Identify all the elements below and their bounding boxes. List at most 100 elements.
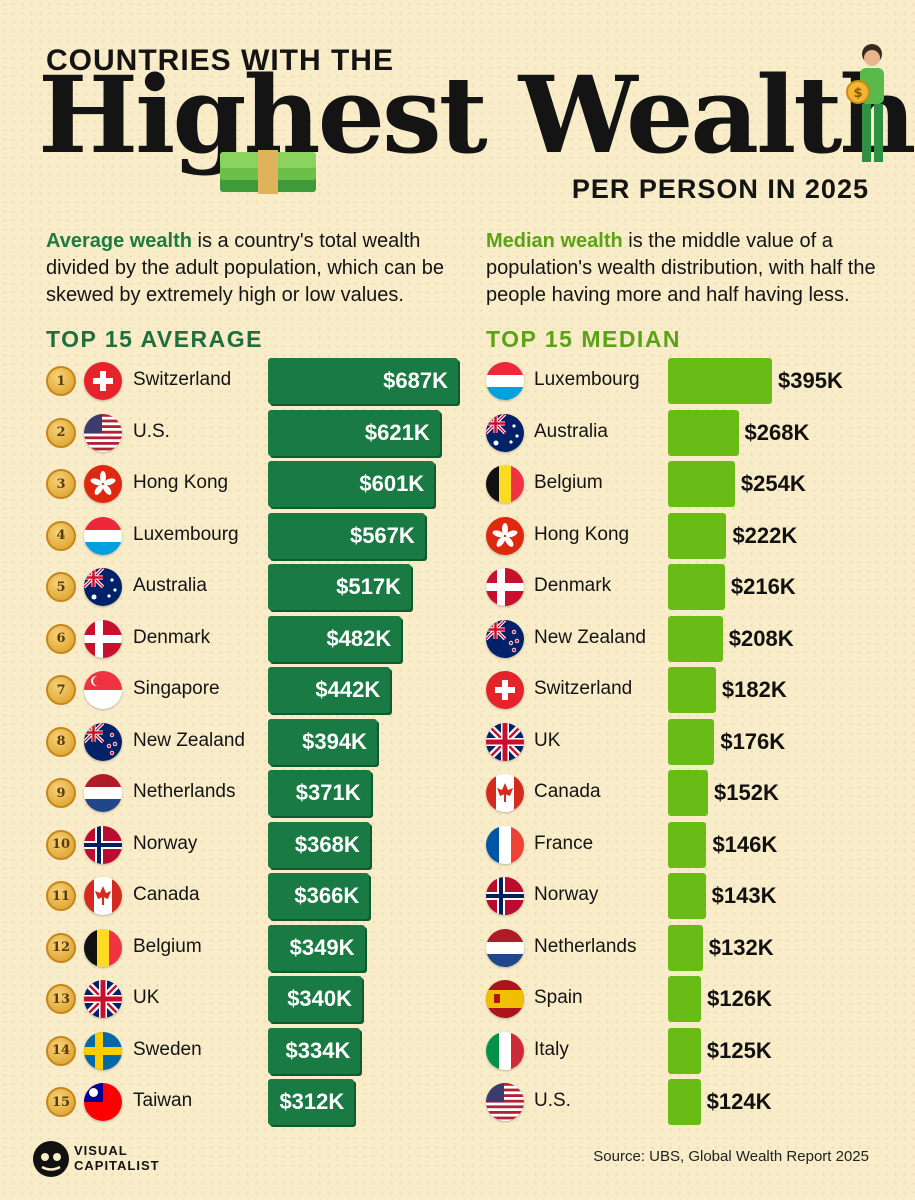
category-label: U.S. [133,420,170,442]
data-label: $517K [336,574,401,599]
woman-holding-coin-icon: $ [846,44,884,162]
data-label: $254K [740,471,806,496]
chart-row: 13 UK $340K [46,976,466,1024]
chart-row: Denmark $216K [486,564,886,612]
average-definition: Average wealth is a country's total weal… [46,230,445,306]
rank-badge: 11 [46,881,76,911]
data-label: $182K [721,677,787,702]
bar [668,770,709,816]
flag-icon [84,671,122,709]
chart-row: 3 Hong Kong $601K [46,461,466,509]
bar [668,1079,701,1125]
data-label: $371K [295,780,361,805]
flag-icon [486,671,524,709]
flag-icon [486,825,524,864]
data-label: $216K [730,574,796,599]
data-label: $208K [728,625,794,651]
chart-row: Belgium $254K [486,461,886,509]
data-label: $394K [302,728,367,754]
chart-row: Hong Kong $222K [486,512,886,561]
bar [668,615,723,662]
chart-row: New Zealand $208K [486,615,886,664]
bar [668,821,707,868]
category-label: France [534,832,594,854]
source-note: Source: UBS, Global Wealth Report 2025 [593,1148,869,1165]
page-title: Highest Wealth [38,52,915,177]
category-label: Belgium [133,935,202,957]
data-label: $349K [289,934,355,960]
chart-row: 14 Sweden $334K [46,1027,466,1076]
chart-row: 9 Netherlands $371K [46,770,466,818]
chart-row: 10 Norway $368K [46,821,466,870]
rank-badge: 1 [46,366,76,396]
flag-icon [486,877,524,915]
category-label: Belgium [534,472,603,493]
data-label: $334K [285,1037,351,1063]
category-label: UK [534,729,561,751]
flag-icon [486,619,524,658]
chart-row: 2 U.S. $621K [46,409,466,458]
category-label: Australia [534,420,608,442]
flag-icon [84,980,122,1018]
category-label: Canada [133,884,200,905]
chart-row: Australia $268K [486,409,886,458]
logo-wordmark: VISUAL CAPITALIST [74,1143,160,1173]
bar [668,564,725,610]
flag-icon [486,465,524,503]
rank-badge: 12 [46,932,76,963]
category-label: Switzerland [133,369,232,390]
data-label: $340K [287,986,353,1011]
category-label: Switzerland [534,678,633,699]
flag-icon [84,774,122,812]
flag-icon [486,568,524,606]
data-label: $395K [778,368,843,393]
bar [268,1079,355,1125]
flag-icon [486,516,524,555]
bar [668,358,772,404]
chart-row: 1 Switzerland $687K [46,358,466,406]
cash-stack-icon [220,150,316,194]
category-label: Australia [133,575,207,596]
flag-icon [486,1031,524,1070]
bar [268,512,425,559]
bar [268,1027,361,1074]
median-definition: Median wealth is the middle value of a p… [486,230,876,306]
data-label: $152K [714,780,779,805]
flag-icon [486,413,524,452]
category-label: Luxembourg [534,369,640,390]
data-label: $621K [364,419,430,445]
data-label: $687K [383,368,448,393]
chart-row: 6 Denmark $482K [46,615,466,664]
rank-badge: 7 [46,675,76,705]
bar [268,718,377,765]
data-label: $126K [707,986,773,1011]
flag-icon [84,362,122,400]
bar [268,667,391,713]
category-label: Spain [534,987,583,1008]
category-label: Canada [534,781,601,802]
data-label: $482K [326,625,392,651]
data-label: $601K [359,471,425,496]
category-label: Luxembourg [133,523,239,545]
flag-icon [486,928,524,967]
bar [268,770,371,816]
average-section-heading: TOP 15 AVERAGE [46,326,263,352]
flag-icon [84,877,122,915]
bar [268,976,363,1022]
rank-badge: 8 [46,726,76,757]
data-label: $368K [294,831,360,857]
bar [268,615,402,662]
chart-row: 4 Luxembourg $567K [46,512,466,561]
flag-icon [84,413,122,452]
flag-icon [84,1031,122,1070]
category-label: Taiwan [133,1090,193,1111]
headline-subtitle: PER PERSON IN 2025 [571,174,869,204]
chart-row: 8 New Zealand $394K [46,718,466,767]
flag-icon [486,980,524,1018]
rank-badge: 10 [46,829,76,860]
rank-badge: 13 [46,984,76,1014]
flag-icon [84,928,122,967]
category-label: Netherlands [534,935,637,957]
data-label: $222K [732,522,798,548]
category-label: New Zealand [133,729,245,751]
